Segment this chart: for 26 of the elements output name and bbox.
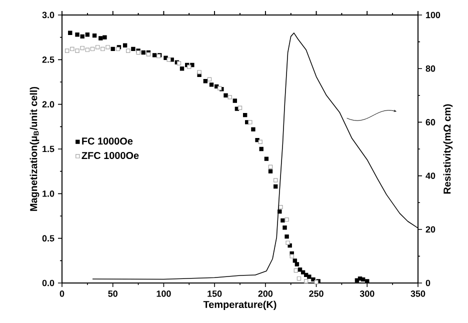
x-tick-label: 150 [208,290,222,297]
x-axis-title: Temperature(K) [203,300,276,310]
y-tick-label: 2.5 [42,56,54,63]
y2-tick-label: 0 [426,280,430,286]
legend-label: ZFC 1000Oe [82,152,139,160]
y-tick-label: 1.5 [42,146,54,152]
x-tick-label: 250 [309,290,324,297]
x-tick-label: 0 [60,290,64,297]
y-tick-label: 0.5 [42,235,54,242]
y-axis-title: Magnetization(μ$_{B}$/unit cell) [30,86,40,211]
y-tick-label: 2.0 [42,101,54,108]
y2-tick-label: 80 [426,65,436,72]
y2-tick-label: 40 [426,172,436,179]
y2-tick-label: 100 [426,12,440,18]
y-tick-label: 1.0 [42,190,54,197]
x-tick-label: 100 [156,290,171,297]
x-tick-label: 350 [410,290,426,297]
y-tick-label: 0.0 [42,280,54,286]
y2-axis-title: Resistivity(mΩ cm) [443,104,453,194]
y-tick-label: 3.0 [42,12,54,18]
legend-label: FC 1000Oe [82,138,133,145]
x-tick-label: 200 [258,290,273,297]
x-tick-label: 300 [360,290,374,297]
y2-tick-label: 20 [426,226,436,233]
x-tick-label: 50 [108,290,118,297]
y2-tick-label: 60 [426,119,436,126]
